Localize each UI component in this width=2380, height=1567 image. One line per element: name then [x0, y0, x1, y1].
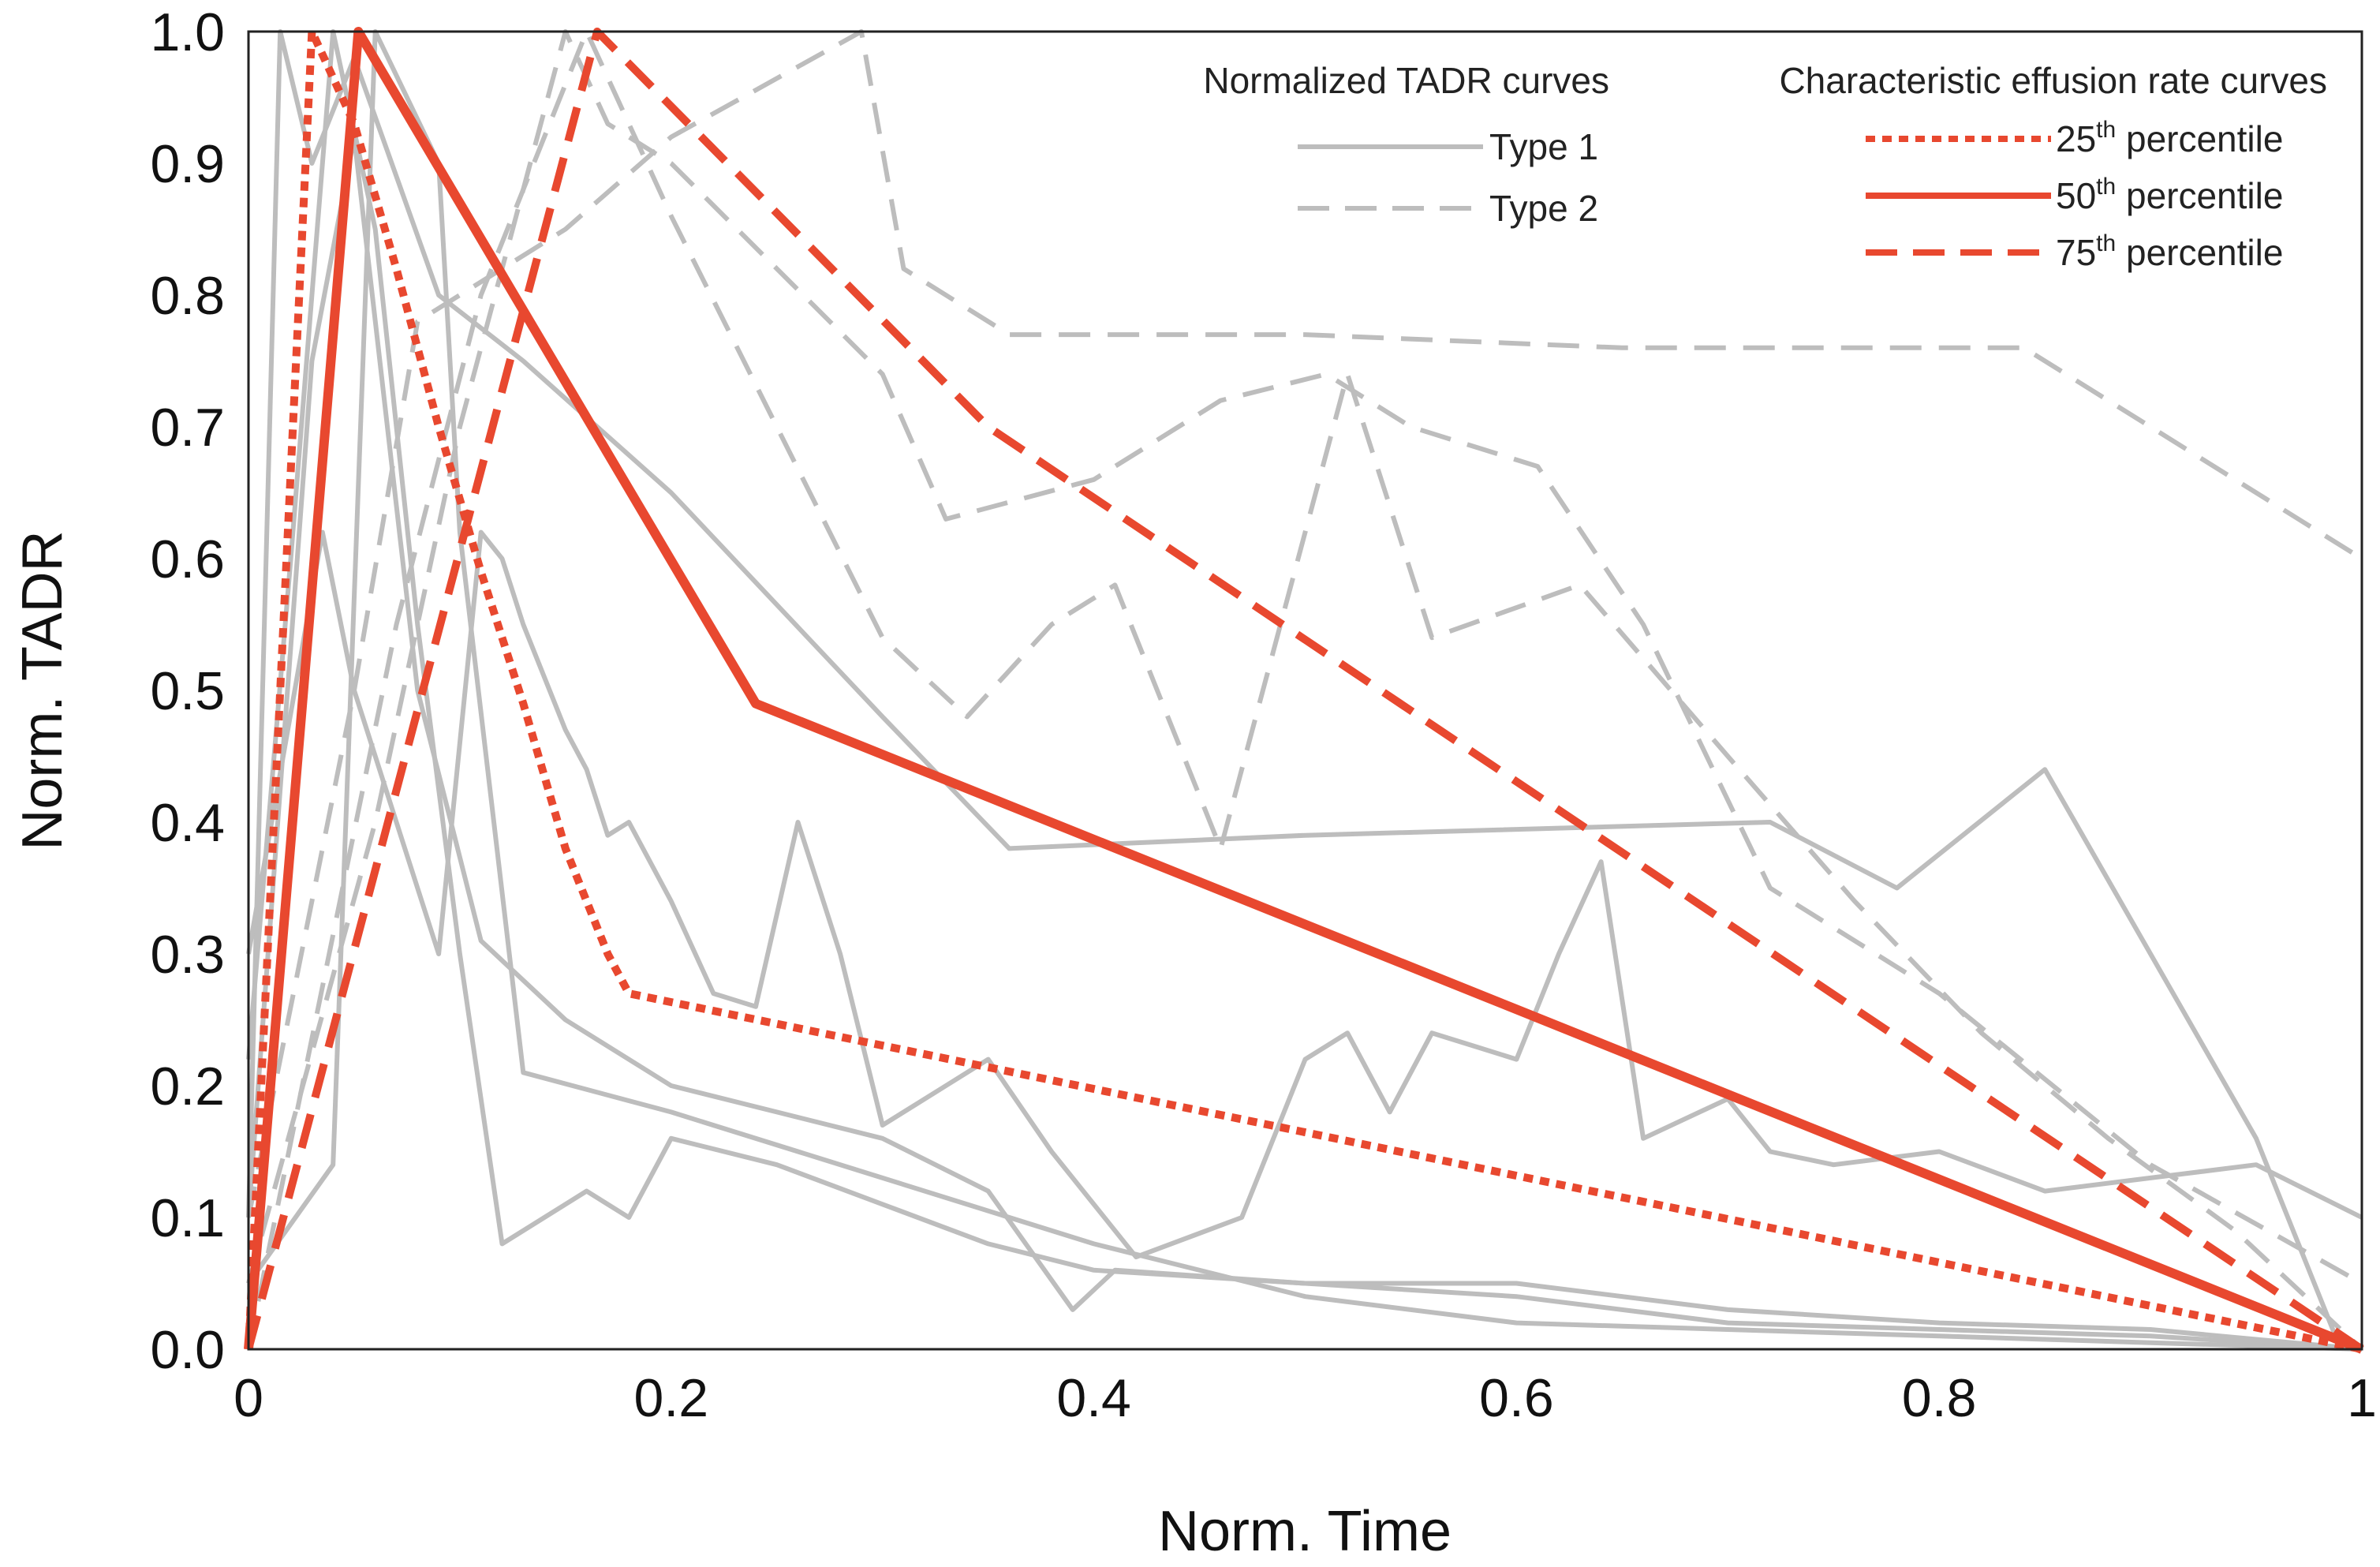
x-tick-label: 0.2: [634, 1368, 709, 1428]
legend-label-50th-suffix: th: [2096, 174, 2116, 200]
x-tick-label: 0.6: [1479, 1368, 1554, 1428]
series-line-type-2-curve-c: [246, 29, 2364, 1352]
y-tick-label: 0.3: [150, 925, 225, 985]
y-tick-label: 0.6: [150, 529, 225, 589]
x-tick-label: 1: [2347, 1368, 2377, 1428]
legend: Normalized TADR curves Characteristic ef…: [1203, 60, 2327, 273]
x-axis-title: Norm. Time: [1158, 1500, 1452, 1563]
y-tick-label: 0.4: [150, 793, 225, 853]
legend-label-50th-num: 50: [2056, 175, 2096, 216]
legend-label-75th-suffix: th: [2096, 230, 2116, 256]
legend-label-50th: 50th percentile: [2056, 174, 2283, 216]
series-line-75th-percentile: [245, 28, 2364, 1353]
series-line-type-1-curve-e: [246, 29, 2363, 1352]
legend-label-75th: 75th percentile: [2056, 230, 2283, 273]
x-tick-label: 0.8: [1902, 1368, 1977, 1428]
legend-group-effusion-title: Characteristic effusion rate curves: [1779, 60, 2327, 101]
y-tick-label: 1.0: [150, 2, 225, 62]
y-tick-label: 0.7: [150, 398, 225, 458]
series-line-50th-percentile: [244, 27, 2364, 1354]
legend-label-type-2: Type 2: [1489, 188, 1598, 229]
legend-label-25th: 25th percentile: [2056, 117, 2283, 159]
plot-area-frame: [247, 30, 2363, 1351]
legend-label-type-1: Type 1: [1489, 126, 1598, 167]
y-tick-label: 0.5: [150, 661, 225, 721]
legend-label-25th-rest: percentile: [2116, 118, 2283, 159]
legend-label-50th-rest: percentile: [2116, 175, 2283, 216]
y-axis-title: Norm. TADR: [11, 530, 74, 850]
series-line-25th-percentile: [245, 28, 2363, 1353]
y-tick-label: 0.9: [150, 134, 225, 194]
y-tick-label: 0.1: [150, 1188, 225, 1248]
legend-group-tadr-title: Normalized TADR curves: [1203, 60, 1609, 101]
legend-label-25th-num: 25: [2056, 118, 2096, 159]
series-line-type-1-curve-d: [246, 134, 2363, 1352]
series-line-type-1-curve-c: [246, 29, 2363, 1352]
series-line-type-2-curve-a: [246, 29, 2363, 1218]
series-line-type-1-curve-b: [246, 529, 2363, 1260]
y-tick-label: 0.8: [150, 266, 225, 326]
x-tick-label: 0: [234, 1368, 263, 1428]
series-layer: [244, 27, 2364, 1354]
tick-layer: 0 0.2 0.4 0.6 0.8 1 0.0 0.1 0.2 0.3 0.4 0.5 0.6 0.7 0.…: [150, 2, 2376, 1428]
y-tick-label: 0.2: [150, 1057, 225, 1116]
y-tick-label: 0.0: [150, 1320, 225, 1380]
x-tick-label: 0.4: [1056, 1368, 1131, 1428]
legend-label-75th-num: 75: [2056, 232, 2096, 273]
legend-label-25th-suffix: th: [2096, 117, 2116, 143]
legend-label-75th-rest: percentile: [2116, 232, 2283, 273]
